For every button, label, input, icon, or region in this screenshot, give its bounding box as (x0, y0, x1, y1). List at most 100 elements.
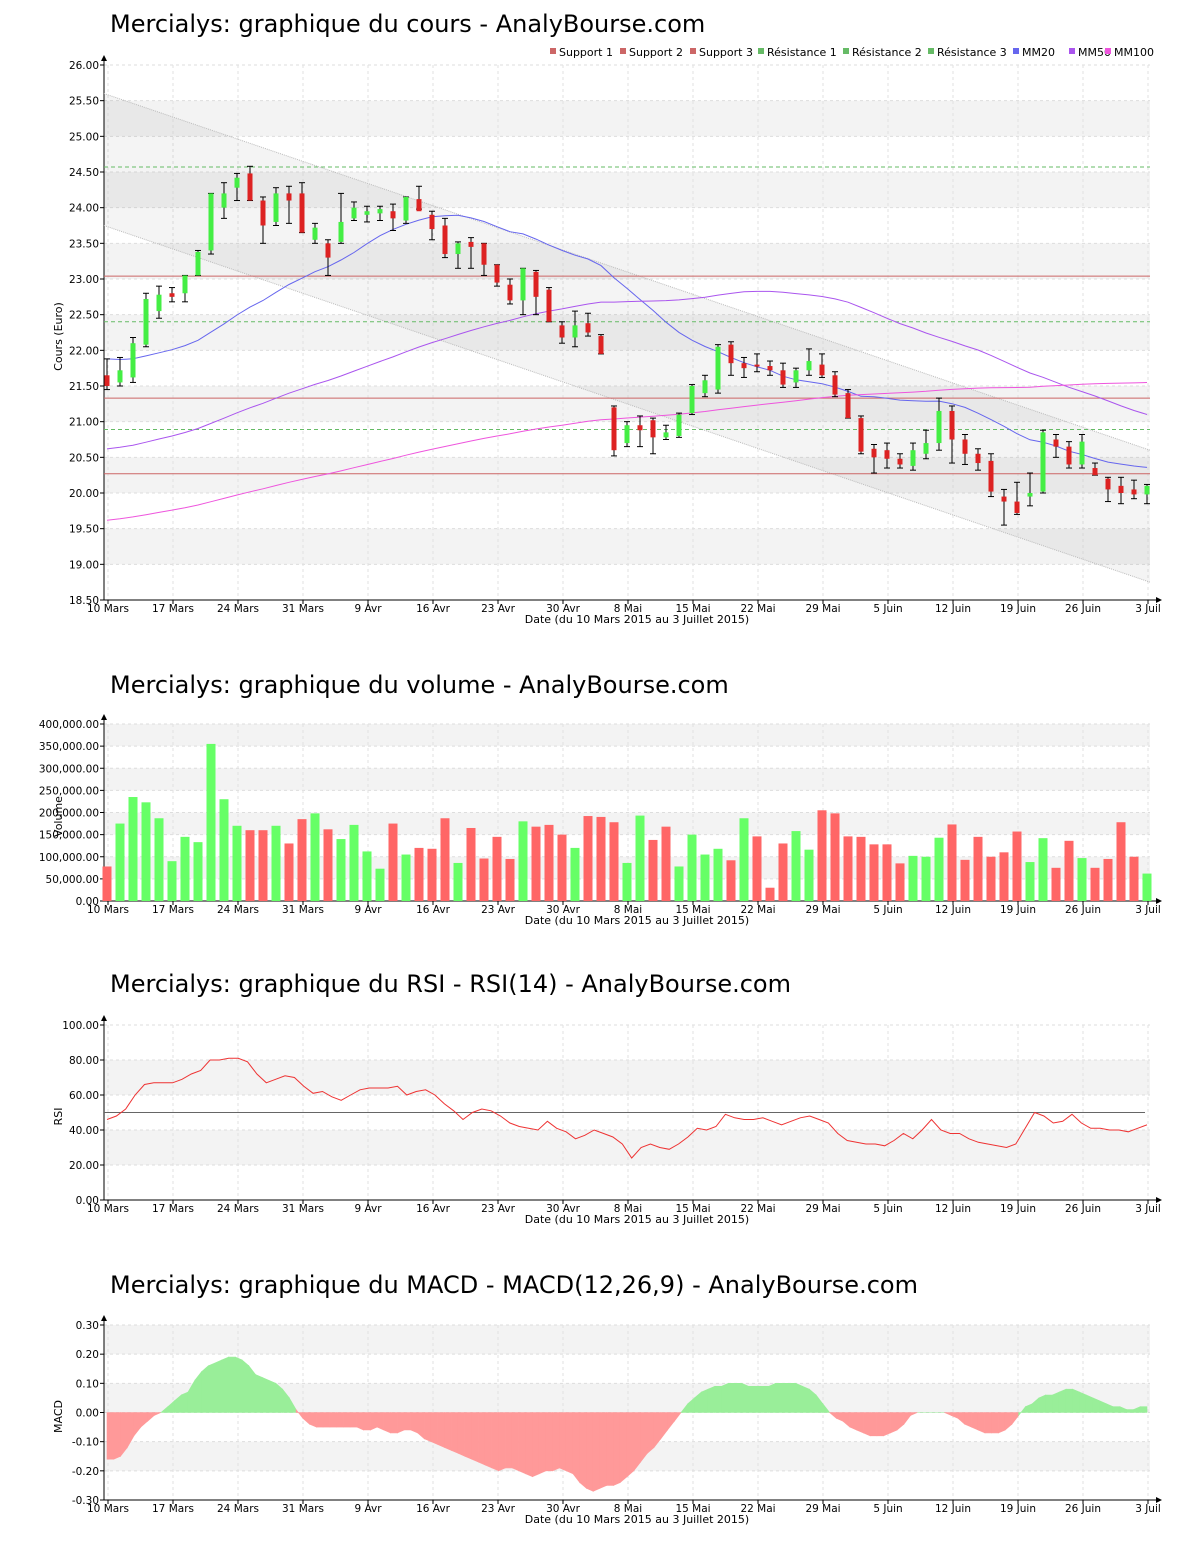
band (104, 528, 1150, 565)
legend-label: Résistance 2 (852, 46, 922, 59)
volume-chart-title: Mercialys: graphique du volume - AnalyBo… (110, 671, 729, 699)
macd-area-segment (599, 1412, 607, 1489)
candle-body (286, 193, 292, 201)
macd-area-segment (964, 1412, 972, 1428)
legend-label: MM100 (1114, 46, 1154, 59)
candle-body (429, 214, 435, 230)
y-tick-label: 25.50 (69, 96, 99, 108)
volume-bar (934, 837, 944, 901)
macd-area-segment (552, 1412, 560, 1472)
macd-chart-title: Mercialys: graphique du MACD - MACD(12,2… (110, 1271, 918, 1299)
volume-bar (700, 854, 710, 901)
macd-chart: -0.30 -0.20 -0.10 0.00 0.10 0.20 0.30 10 Mars 17… (52, 1315, 1162, 1526)
candle-body (1066, 446, 1072, 465)
macd-area-segment (248, 1364, 256, 1413)
candle-body (1079, 441, 1085, 465)
candle-body (260, 200, 266, 226)
macd-area-segment (795, 1382, 803, 1413)
volume-bar (1077, 858, 1087, 901)
macd-area-segment (444, 1412, 452, 1451)
x-tick-label: 5 Juin (873, 603, 902, 615)
macd-area-segment (755, 1386, 763, 1413)
macd-area-segment (890, 1412, 898, 1434)
macd-area-segment (532, 1412, 540, 1478)
legend-swatch (550, 48, 556, 54)
macd-area-segment (1004, 1412, 1013, 1431)
x-tick-label: 16 Avr (416, 1503, 450, 1515)
candle-body (364, 211, 370, 215)
legend-swatch (928, 48, 934, 54)
volume-bar (882, 844, 892, 901)
candle-body (923, 443, 929, 454)
volume-bar (752, 836, 762, 901)
macd-area-segment (208, 1362, 216, 1413)
volume-bar (947, 824, 957, 901)
volume-bar (505, 858, 515, 901)
mm100-line (106, 382, 1148, 521)
x-tick-label: 19 Juin (1000, 904, 1036, 916)
y-axis-arrow (101, 1315, 107, 1321)
candle-body (1027, 493, 1033, 497)
macd-area-segment (565, 1412, 574, 1475)
macd-area-segment (728, 1383, 736, 1413)
macd-area-segment (1112, 1406, 1121, 1413)
band (104, 1325, 1150, 1355)
macd-area-segment (788, 1383, 797, 1413)
candle-body (897, 458, 903, 465)
x-tick-label: 24 Mars (217, 1503, 259, 1515)
candle-body (143, 298, 149, 345)
x-tick-label: 12 Juin (935, 1203, 971, 1215)
macd-area-segment (1126, 1409, 1134, 1413)
x-tick-label: 8 Mai (614, 904, 642, 916)
macd-area-segment (363, 1412, 371, 1431)
candle-body (273, 193, 279, 222)
band (104, 243, 1150, 279)
candle-body (741, 363, 747, 369)
y-tick-label: 20.50 (69, 452, 99, 464)
macd-area-segment (484, 1412, 493, 1469)
macd-area-segment (491, 1412, 499, 1472)
x-tick-label: 16 Avr (416, 603, 450, 615)
x-tick-label: 17 Mars (152, 1203, 194, 1215)
volume-bar (466, 827, 476, 901)
macd-area-segment (883, 1412, 891, 1437)
macd-area-segment (255, 1374, 263, 1413)
y-axis-title: Volume (52, 796, 65, 837)
macd-area-segment (1065, 1388, 1073, 1413)
x-tick-label: 30 Avr (546, 1503, 580, 1515)
x-axis-title: Date (du 10 Mars 2015 au 3 Juillet 2015) (525, 914, 749, 927)
macd-area-segment (640, 1412, 648, 1463)
x-tick-label: 15 Mai (675, 1203, 710, 1215)
x-tick-label: 29 Mai (805, 1503, 840, 1515)
macd-area-segment (214, 1359, 223, 1413)
macd-area-segment (869, 1412, 878, 1437)
macd-area-segment (397, 1412, 405, 1434)
x-tick-label: 3 Juil (1135, 904, 1161, 916)
volume-bar (1064, 840, 1074, 901)
macd-area-segment (647, 1412, 655, 1454)
x-tick-label: 15 Mai (675, 1503, 710, 1515)
x-tick-label: 24 Mars (217, 603, 259, 615)
volume-bar (232, 825, 242, 901)
volume-bar (1025, 862, 1035, 901)
y-tick-label: 20.00 (69, 488, 99, 500)
macd-area-segment (113, 1412, 121, 1460)
candle-body (247, 173, 253, 201)
volume-bar (167, 861, 177, 901)
band (104, 1130, 1150, 1165)
candle-body (832, 375, 838, 395)
volume-bar (141, 802, 151, 901)
y-axis-arrow (101, 714, 107, 720)
volume-bar (193, 842, 203, 901)
y-axis-title: MACD (52, 1400, 65, 1433)
x-tick-label: 9 Avr (354, 904, 382, 916)
volume-bar (661, 826, 671, 901)
volume-bar (596, 816, 606, 901)
x-tick-label: 24 Mars (217, 1203, 259, 1215)
volume-bar (427, 848, 437, 901)
y-tick-label: 0.10 (76, 1378, 99, 1390)
macd-area-segment (376, 1412, 385, 1431)
candle-body (1144, 485, 1150, 495)
volume-bar (284, 843, 294, 901)
x-tick-label: 15 Mai (675, 603, 710, 615)
